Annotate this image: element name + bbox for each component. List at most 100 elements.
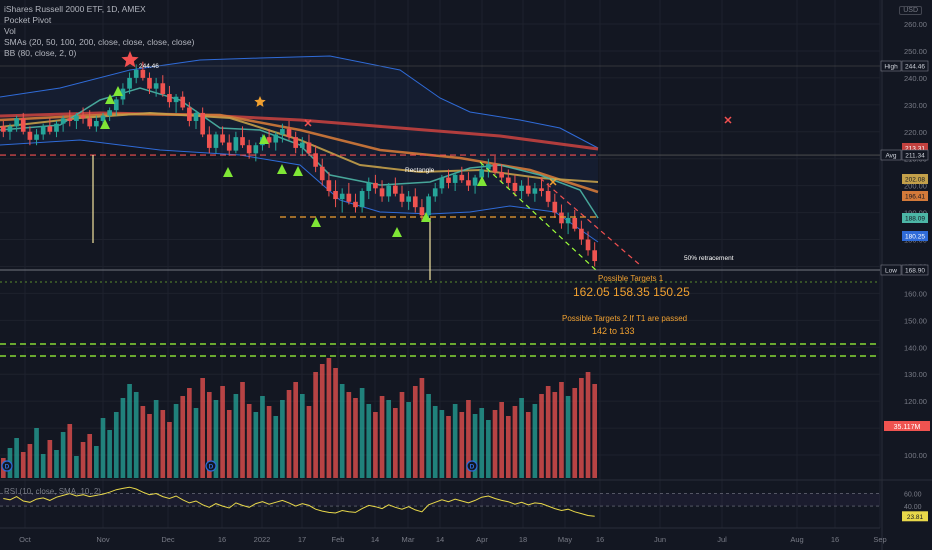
- retracement-label: 50% retracement: [684, 255, 734, 262]
- volume-bar: [499, 402, 504, 478]
- volume-bar: [14, 438, 19, 478]
- volume-bar: [399, 392, 405, 478]
- price-tag-value: 244.46: [905, 64, 925, 71]
- candle-body: [419, 207, 425, 216]
- candle-body: [193, 112, 199, 121]
- candle-body: [173, 96, 179, 103]
- volume-bar: [60, 432, 66, 478]
- volume-bar: [459, 412, 465, 478]
- rsi-tick-label: 40.00: [904, 504, 922, 511]
- time-tick-label: 16: [218, 535, 226, 544]
- pocket-pivot-triangle: [392, 227, 402, 237]
- candle-body: [319, 166, 325, 181]
- indicator-pocket-pivot[interactable]: Pocket Pivot: [4, 15, 52, 25]
- candle-body: [446, 177, 451, 183]
- volume-bar: [160, 410, 166, 478]
- time-tick-label: 16: [596, 535, 604, 544]
- candle-body: [200, 112, 205, 135]
- sma-50-line: [0, 111, 599, 183]
- volume-bar: [240, 382, 245, 478]
- pivot-star-icon: [254, 96, 266, 107]
- price-tick-label: 100.00: [904, 451, 927, 460]
- time-tick-label: Sep: [873, 535, 886, 544]
- price-tag-label-bg: [880, 264, 902, 276]
- indicator-bollinger[interactable]: BB (80, close, 2, 0): [4, 48, 77, 58]
- rsi-value-tag: 23.81: [907, 514, 924, 521]
- volume-bar: [426, 394, 431, 478]
- indicator-volume[interactable]: Vol: [4, 26, 16, 36]
- dividend-marker-glyph: D: [209, 464, 214, 471]
- price-tick-label: 220.00: [904, 128, 927, 137]
- candle-body: [133, 69, 139, 78]
- volume-tag-bg: [884, 421, 930, 431]
- candle-body: [153, 83, 159, 89]
- time-tick-label: Jul: [717, 535, 727, 544]
- candle-body: [579, 228, 584, 240]
- price-tag-value: 213.31: [905, 146, 925, 153]
- candle-body: [472, 177, 478, 186]
- volume-bar: [266, 406, 272, 478]
- candle-body: [519, 185, 524, 192]
- price-tick-label: 250.00: [904, 47, 927, 56]
- dividend-marker-icon: [466, 460, 478, 472]
- volume-bar: [220, 386, 225, 478]
- candle-body: [432, 188, 438, 197]
- price-tick-label: 150.00: [904, 316, 927, 325]
- volume-bar: [379, 396, 385, 478]
- targets1-values: 162.05 158.35 150.25: [573, 285, 690, 299]
- symbol-title[interactable]: iShares Russell 2000 ETF, 1D, AMEX: [4, 4, 146, 14]
- candle-body: [459, 174, 465, 181]
- price-tick-label: 240.00: [904, 74, 927, 83]
- volume-bar: [373, 412, 378, 478]
- indicator-smas[interactable]: SMAs (20, 50, 100, 200, close, close, cl…: [4, 37, 195, 47]
- targets1-title: Possible Targets 1: [598, 274, 664, 283]
- currency-badge[interactable]: USD: [899, 6, 922, 15]
- time-tick-label: 18: [519, 535, 527, 544]
- volume-bar: [273, 416, 279, 478]
- candle-body: [220, 134, 225, 143]
- dividend-marker-icon: [205, 460, 217, 472]
- candle-body: [160, 83, 166, 95]
- volume-bar: [565, 396, 571, 478]
- volume-bar: [107, 430, 112, 478]
- candle-body: [299, 142, 305, 148]
- candle-body: [80, 115, 86, 119]
- volume-bar: [34, 428, 39, 478]
- volume-bar: [512, 406, 518, 478]
- price-tick-label: 260.00: [904, 20, 927, 29]
- candle-body: [120, 88, 126, 100]
- price-tag-bg: [901, 149, 929, 161]
- volume-bar: [339, 384, 345, 478]
- volume-bar: [585, 372, 591, 478]
- candle-body: [107, 110, 112, 116]
- price-tag-bg: [901, 264, 929, 276]
- pocket-pivot-triangle: [223, 167, 233, 177]
- candle-body: [393, 185, 398, 194]
- volume-bar: [226, 410, 232, 478]
- volume-bar: [40, 454, 46, 478]
- volume-bar: [366, 404, 372, 478]
- volume-bar: [306, 406, 312, 478]
- time-tick-label: 17: [298, 535, 306, 544]
- candle-body: [240, 137, 245, 146]
- high-star-icon: [121, 51, 139, 68]
- bollinger-upper: [0, 55, 599, 149]
- pocket-pivot-triangle: [277, 164, 287, 174]
- pocket-pivot-triangle: [105, 94, 115, 104]
- candle-body: [20, 118, 26, 132]
- candle-body: [426, 196, 431, 216]
- volume-bar: [147, 414, 152, 478]
- volume-bar: [140, 406, 146, 478]
- candle-body: [486, 164, 491, 170]
- pocket-pivot-triangle: [311, 217, 321, 227]
- price-tag-value: 180.25: [905, 234, 925, 241]
- candle-body: [532, 188, 538, 194]
- time-tick-label: 16: [831, 535, 839, 544]
- candle-body: [466, 180, 471, 186]
- candle-body: [346, 193, 352, 202]
- rsi-legend[interactable]: RSI (10, close, SMA, 10, 2): [4, 487, 101, 496]
- candle-body: [505, 177, 511, 183]
- volume-bar: [293, 382, 299, 478]
- candle-body: [27, 131, 33, 140]
